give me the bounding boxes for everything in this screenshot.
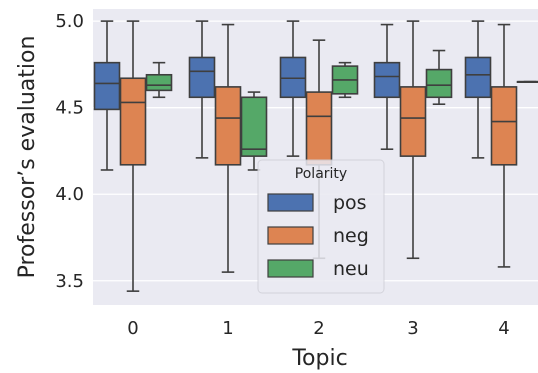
- iqr-box: [373, 61, 401, 99]
- y-tick-label: 4.5: [55, 98, 84, 119]
- legend: Polarity pos neg neu: [257, 159, 385, 294]
- box-pos-topic-3: [373, 23, 401, 151]
- legend-label-neu: neu: [333, 258, 369, 280]
- iqr-box: [279, 56, 307, 99]
- legend-title: Polarity: [295, 166, 347, 182]
- x-axis-label: Topic: [291, 346, 347, 371]
- y-axis-label: Professor’s evaluation: [15, 36, 40, 279]
- legend-label-neg: neg: [333, 225, 369, 247]
- box-neg-topic-3: [399, 20, 427, 260]
- iqr-box: [214, 86, 242, 166]
- legend-swatch-neg: [267, 226, 314, 245]
- iqr-box: [464, 56, 492, 99]
- x-tick-label: 3: [407, 318, 418, 339]
- box-pos-topic-4: [464, 20, 492, 159]
- y-tick-label: 3.5: [55, 271, 84, 292]
- iqr-box: [305, 91, 333, 166]
- box-neg-topic-2: [305, 39, 333, 260]
- y-tick-labels: 3.5 4.0 4.5 5.0: [55, 11, 84, 292]
- y-tick-label: 5.0: [55, 11, 84, 32]
- box-neg-topic-0: [119, 20, 147, 292]
- box-neu-topic-3: [425, 49, 453, 106]
- iqr-box: [240, 96, 268, 157]
- iqr-box: [425, 68, 453, 99]
- iqr-box: [93, 61, 121, 111]
- legend-label-pos: pos: [333, 192, 367, 214]
- box-neg-topic-1: [214, 23, 242, 273]
- x-tick-label: 1: [222, 318, 233, 339]
- x-tick-labels: 0 1 2 3 4: [127, 318, 509, 339]
- box-pos-topic-0: [93, 20, 121, 171]
- y-tick-label: 4.0: [55, 184, 84, 205]
- iqr-box: [145, 73, 173, 92]
- box-neu-topic-4: [516, 80, 538, 84]
- x-tick-label: 0: [127, 318, 138, 339]
- box-pos-topic-2: [279, 20, 307, 157]
- box-pos-topic-1: [188, 20, 216, 159]
- box-neu-topic-0: [145, 61, 173, 99]
- legend-swatch-neu: [267, 259, 314, 278]
- box-neg-topic-4: [490, 23, 518, 268]
- box-neu-topic-1: [240, 91, 268, 171]
- iqr-box: [119, 77, 147, 166]
- legend-swatch-pos: [267, 193, 314, 212]
- box-neu-topic-2: [331, 61, 359, 99]
- iqr-box: [188, 56, 216, 99]
- box-groups: [93, 20, 538, 292]
- iqr-box: [490, 86, 518, 166]
- x-tick-label: 4: [498, 318, 509, 339]
- iqr-box: [399, 86, 427, 157]
- x-tick-label: 2: [313, 318, 324, 339]
